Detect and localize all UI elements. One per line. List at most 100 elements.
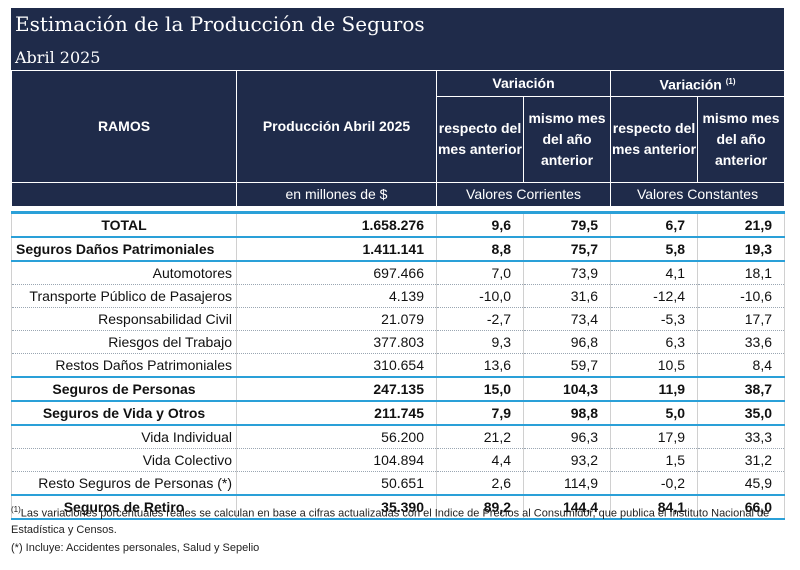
row-v4: -10,6 — [697, 284, 786, 308]
row-v3: -5,3 — [610, 307, 699, 331]
row-v1: 9,3 — [436, 330, 524, 354]
table-row: Vida Colectivo 104.894 4,4 93,2 1,5 31,2 — [11, 448, 786, 472]
row-prod: 50.651 — [236, 471, 437, 495]
row-v1: 8,8 — [436, 235, 524, 262]
table-row: Resto Seguros de Personas (*) 50.651 2,6… — [11, 471, 786, 495]
table-row: Vida Individual 56.200 21,2 96,3 17,9 33… — [11, 424, 786, 449]
row-prod: 104.894 — [236, 448, 437, 472]
table-row-total: TOTAL 1.658.276 9,6 79,5 6,7 21,9 — [11, 210, 786, 238]
table-row: Seguros de Personas 247.135 15,0 104,3 1… — [11, 375, 786, 402]
row-v3: 11,9 — [610, 375, 699, 402]
row-v2: 96,3 — [522, 424, 612, 449]
row-v4: 21,9 — [697, 210, 786, 238]
row-v2: 73,4 — [522, 307, 612, 331]
row-name: Seguros de Retiro — [11, 493, 237, 520]
table-row: Transporte Público de Pasajeros 4.139 -1… — [11, 284, 786, 308]
row-v2: 114,9 — [522, 471, 612, 495]
header-mismo-mes-const: mismo mes del año anterior — [697, 95, 786, 183]
row-v2: 59,7 — [522, 353, 612, 377]
row-v4: 45,9 — [697, 471, 786, 495]
row-v2: 96,8 — [522, 330, 612, 354]
row-prod: 21.079 — [236, 307, 437, 331]
row-prod: 1.658.276 — [236, 210, 437, 238]
row-v4: 33,6 — [697, 330, 786, 354]
row-prod: 56.200 — [236, 424, 437, 449]
row-v3: 5,8 — [610, 235, 699, 262]
table-row: Responsabilidad Civil 21.079 -2,7 73,4 -… — [11, 307, 786, 331]
row-v3: 1,5 — [610, 448, 699, 472]
row-prod: 1.411.141 — [236, 235, 437, 262]
row-v2: 73,9 — [522, 260, 612, 285]
row-v1: 21,2 — [436, 424, 524, 449]
row-name: Restos Daños Patrimoniales — [11, 353, 237, 377]
header-valores-corrientes: Valores Corrientes — [435, 181, 612, 207]
row-v3: 10,5 — [610, 353, 699, 377]
row-prod: 697.466 — [236, 260, 437, 285]
footnote-marker: (1) — [11, 505, 21, 514]
row-name: Responsabilidad Civil — [11, 307, 237, 331]
header-respecto-mes: respecto del mes anterior — [436, 95, 524, 183]
row-v3: 4,1 — [610, 260, 699, 285]
row-name: Automotores — [11, 260, 237, 285]
row-v1: 9,6 — [436, 210, 524, 238]
table-row: Seguros de Vida y Otros 211.745 7,9 98,8… — [11, 399, 786, 426]
row-prod: 4.139 — [236, 284, 437, 308]
row-v1: 2,6 — [436, 471, 524, 495]
row-v2: 31,6 — [522, 284, 612, 308]
row-v3: 6,7 — [610, 210, 699, 238]
header-variacion-const-label: Variación — [659, 76, 722, 93]
row-prod: 35.390 — [236, 493, 437, 520]
row-v4: 33,3 — [697, 424, 786, 449]
row-name: TOTAL — [11, 210, 237, 238]
header-mismo-mes: mismo mes del año anterior — [522, 95, 612, 183]
table-row: Automotores 697.466 7,0 73,9 4,1 18,1 — [11, 260, 786, 285]
row-v4: 19,3 — [697, 235, 786, 262]
row-v2: 75,7 — [522, 235, 612, 262]
row-v1: 15,0 — [436, 375, 524, 402]
row-v2: 98,8 — [522, 399, 612, 426]
row-v3: 17,9 — [610, 424, 699, 449]
row-v2: 79,5 — [522, 210, 612, 238]
page-subtitle: Abril 2025 — [15, 48, 101, 67]
row-v3: -0,2 — [610, 471, 699, 495]
table-row: Restos Daños Patrimoniales 310.654 13,6 … — [11, 353, 786, 377]
row-v4: 38,7 — [697, 375, 786, 402]
row-v2: 144,4 — [522, 493, 612, 520]
row-v3: 6,3 — [610, 330, 699, 354]
production-table: RAMOS Producción Abril 2025 Variación Va… — [11, 70, 786, 520]
footnote-includes: (*) Incluye: Accidentes personales, Salu… — [11, 542, 260, 554]
row-name: Seguros de Personas — [11, 375, 237, 402]
row-name: Vida Colectivo — [11, 448, 237, 472]
header-variacion-const-sup: (1) — [725, 77, 736, 86]
row-name: Seguros de Vida y Otros — [11, 399, 237, 426]
row-v3: 5,0 — [610, 399, 699, 426]
header-respecto-mes-const: respecto del mes anterior — [610, 95, 699, 183]
header-blank — [11, 181, 237, 207]
row-v1: 7,0 — [436, 260, 524, 285]
row-prod: 247.135 — [236, 375, 437, 402]
row-v4: 35,0 — [697, 399, 786, 426]
row-v4: 8,4 — [697, 353, 786, 377]
table-row: Seguros de Retiro 35.390 89,2 144,4 84,1… — [11, 493, 786, 520]
footnote-text: Las variaciones porcentuales reales se c… — [11, 507, 770, 536]
header-unidad: en millones de $ — [236, 181, 437, 207]
row-v2: 104,3 — [522, 375, 612, 402]
row-name: Riesgos del Trabajo — [11, 330, 237, 354]
header-valores-constantes: Valores Constantes — [610, 181, 786, 207]
row-name: Resto Seguros de Personas (*) — [11, 471, 237, 495]
table-row: Riesgos del Trabajo 377.803 9,3 96,8 6,3… — [11, 330, 786, 354]
row-v4: 66,0 — [697, 493, 786, 520]
footnote-real-variations: (1)Las variaciones porcentuales reales s… — [11, 502, 791, 538]
header-variacion-constantes: Variación (1) — [610, 70, 786, 97]
row-v1: -2,7 — [436, 307, 524, 331]
page-title: Estimación de la Producción de Seguros — [15, 12, 425, 36]
row-name: Transporte Público de Pasajeros — [11, 284, 237, 308]
header-ramos: RAMOS — [11, 70, 237, 183]
row-v1: 7,9 — [436, 399, 524, 426]
row-v4: 18,1 — [697, 260, 786, 285]
row-prod: 377.803 — [236, 330, 437, 354]
row-v2: 93,2 — [522, 448, 612, 472]
header-variacion: Variación — [435, 70, 612, 97]
row-v4: 17,7 — [697, 307, 786, 331]
